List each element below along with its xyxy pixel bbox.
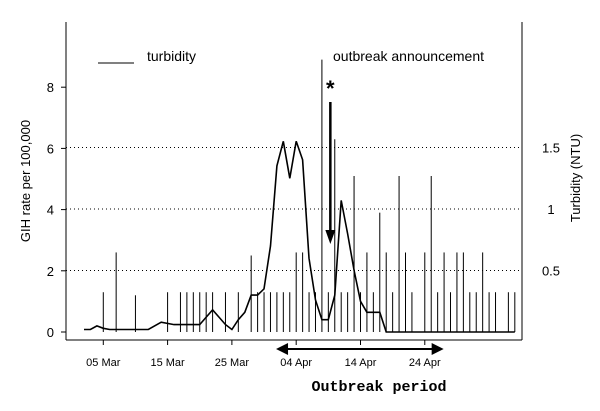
left-y-tick-label-0: 0 [47,325,54,340]
x-tick-label-4: 14 Apr [345,357,377,369]
x-tick-label-3: 04 Apr [280,357,312,369]
x-tick-label-1: 15 Mar [150,357,185,369]
x-axis-ticks: 05 Mar 15 Mar 25 Mar 04 Apr 14 Apr 24 Apr [86,340,441,369]
x-tick-label-2: 25 Mar [215,357,250,369]
x-tick-label-0: 05 Mar [86,357,121,369]
left-y-tick-label-4: 8 [47,80,54,95]
right-y-tick-label-2: 1.5 [542,141,560,156]
right-y-axis-title: Turbidity (NTU) [568,134,583,222]
turbidity-series-line [84,141,515,333]
left-y-tick-label-2: 4 [47,203,54,218]
right-y-tick-label-0: 0.5 [542,264,560,279]
annotation-arrowhead [325,230,336,244]
outbreak-period-arrowhead-left [276,343,289,355]
annotation-label: outbreak announcement [333,48,484,64]
legend-label: turbidity [147,48,196,64]
left-y-tick-label-1: 2 [47,264,54,279]
left-y-axis-ticks: 0 2 4 6 8 [47,80,66,340]
outbreak-period-arrowhead-right [431,343,444,355]
x-tick-label-5: 24 Apr [409,357,441,369]
left-y-axis-title: GIH rate per 100,000 [18,120,33,242]
right-y-axis-ticks: 0.5 1 1.5 [542,141,560,279]
x-axis-title: Outbreak period [311,379,446,396]
annotation-marker: * [326,76,335,101]
gih-rate-series [102,59,516,332]
gridlines [66,147,522,271]
left-y-tick-label-3: 6 [47,141,54,156]
right-y-tick-label-1: 1 [547,202,554,217]
